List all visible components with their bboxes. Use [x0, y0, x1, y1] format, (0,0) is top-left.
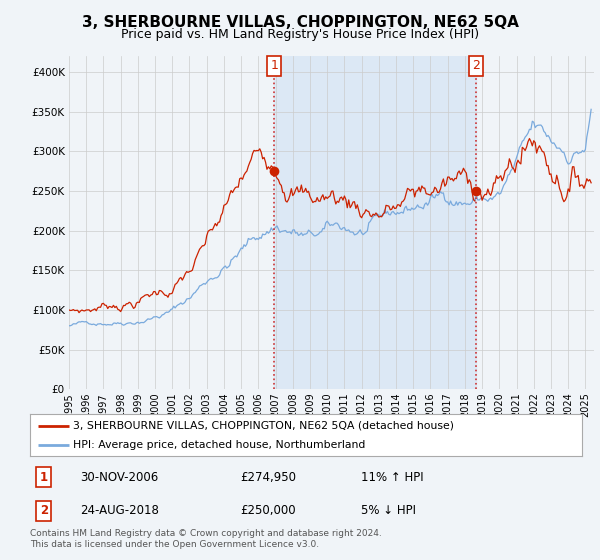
Text: HPI: Average price, detached house, Northumberland: HPI: Average price, detached house, Nort…	[73, 440, 365, 450]
Text: 30-NOV-2006: 30-NOV-2006	[80, 471, 158, 484]
Bar	[274, 56, 476, 389]
Text: 3, SHERBOURNE VILLAS, CHOPPINGTON, NE62 5QA (detached house): 3, SHERBOURNE VILLAS, CHOPPINGTON, NE62 …	[73, 421, 454, 431]
Text: £274,950: £274,950	[240, 471, 296, 484]
Text: £250,000: £250,000	[240, 504, 295, 517]
Text: 1: 1	[270, 59, 278, 72]
Text: 3, SHERBOURNE VILLAS, CHOPPINGTON, NE62 5QA: 3, SHERBOURNE VILLAS, CHOPPINGTON, NE62 …	[82, 15, 518, 30]
Text: 11% ↑ HPI: 11% ↑ HPI	[361, 471, 424, 484]
Text: 2: 2	[40, 504, 48, 517]
Text: 1: 1	[40, 471, 48, 484]
Text: Price paid vs. HM Land Registry's House Price Index (HPI): Price paid vs. HM Land Registry's House …	[121, 28, 479, 41]
Text: 24-AUG-2018: 24-AUG-2018	[80, 504, 158, 517]
Text: 2: 2	[472, 59, 480, 72]
Text: 5% ↓ HPI: 5% ↓ HPI	[361, 504, 416, 517]
Text: Contains HM Land Registry data © Crown copyright and database right 2024.
This d: Contains HM Land Registry data © Crown c…	[30, 529, 382, 549]
